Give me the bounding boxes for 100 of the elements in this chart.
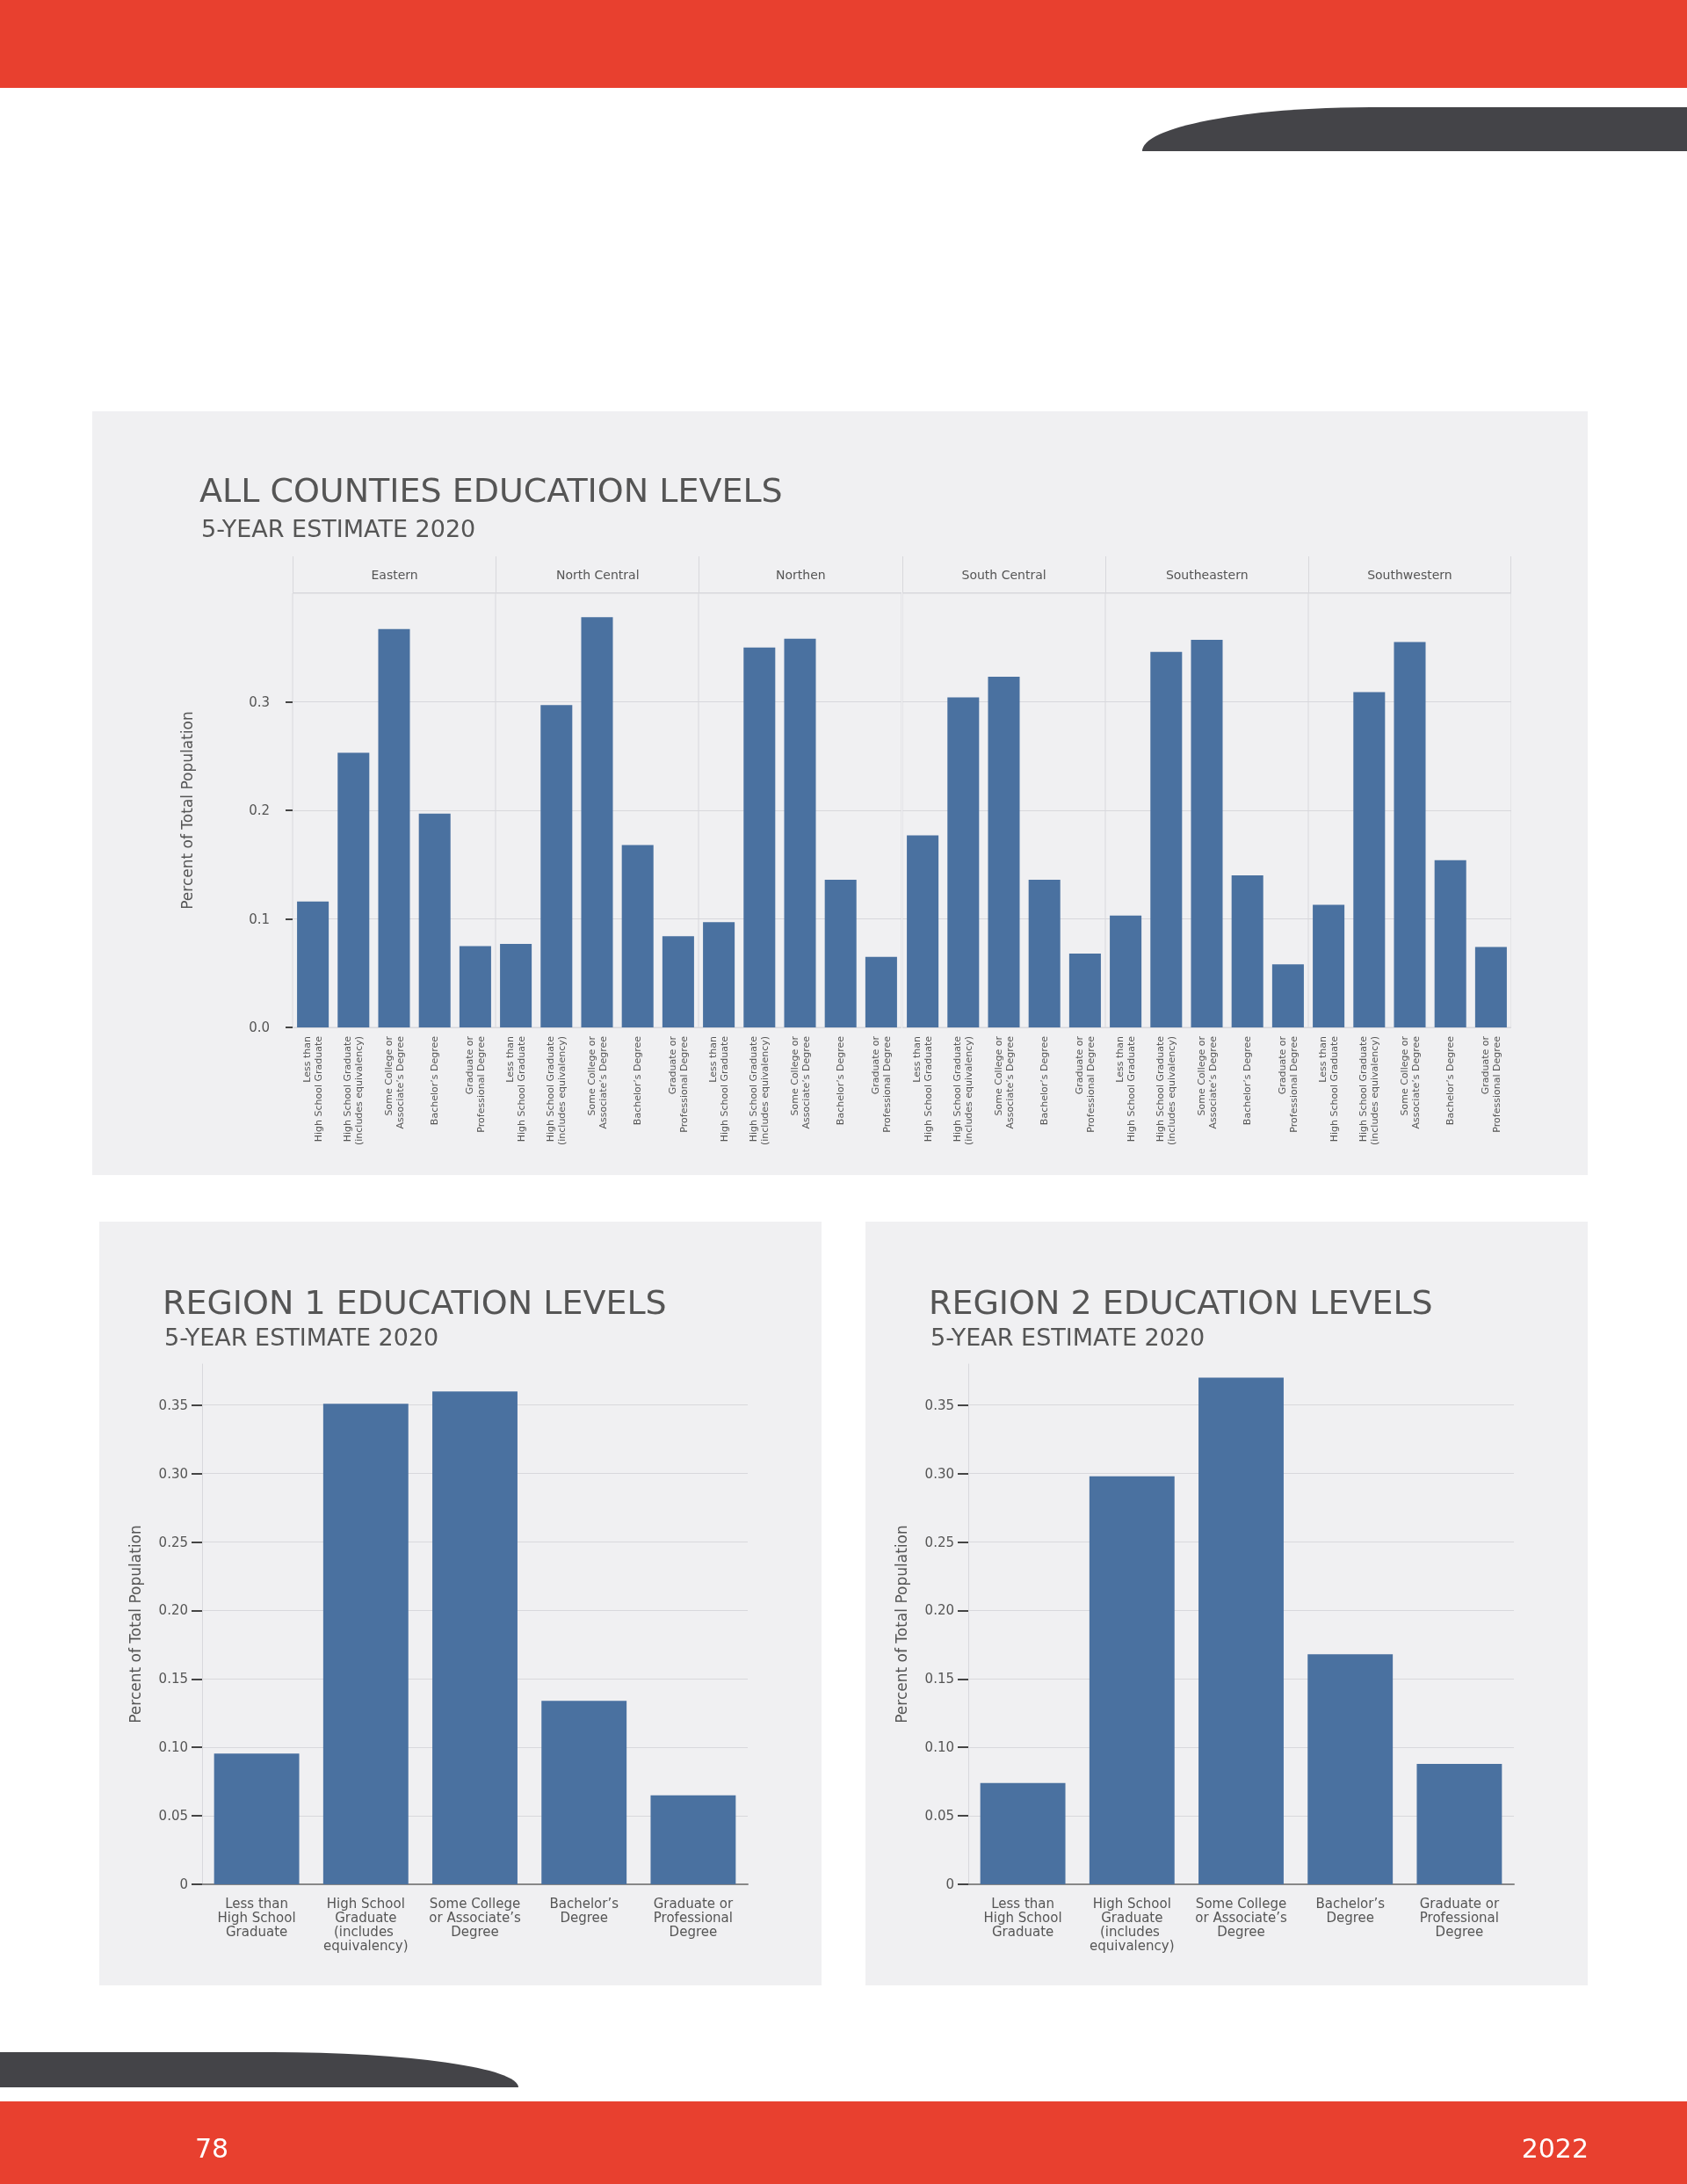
x-tick-label: Graduate or Professional Degree	[667, 1035, 691, 1133]
x-tick-label: Bachelor’s Degree	[1315, 1896, 1386, 1926]
x-tick-label: Less than High School Graduate	[1316, 1035, 1340, 1143]
x-tick-label: Less than High School Graduate	[301, 1035, 325, 1143]
x-tick-label: Bachelor’s Degree	[1241, 1035, 1253, 1126]
text: Southeastern	[1104, 556, 1308, 593]
x-tick-label: Bachelor’s Degree	[835, 1035, 847, 1126]
y-tick-label: 0	[945, 1876, 954, 1892]
y-tick-label: 0.20	[158, 1602, 188, 1619]
text: Eastern	[293, 556, 496, 593]
bar	[322, 1404, 409, 1884]
text: Southwestern	[1307, 556, 1511, 593]
x-tick-label: High School Graduate (includes equivalency)	[748, 1035, 771, 1146]
x-tick-label: Some College or Associate’s Degree	[429, 1896, 521, 1940]
bar	[1353, 692, 1386, 1027]
x-tick-label: Less than High School Graduate	[910, 1035, 934, 1143]
y-tick-label: 0.1	[249, 911, 270, 927]
x-tick-label: High School Graduate (includes equivalency)	[545, 1035, 568, 1146]
x-tick-label: Some College or Associate’s Degree	[585, 1035, 609, 1129]
bar	[432, 1391, 518, 1884]
bar	[1149, 651, 1182, 1027]
x-tick-label: Graduate or Professional Degree	[870, 1035, 894, 1133]
x-tick-label: Some College or Associate’s Degree	[788, 1035, 812, 1129]
x-tick-label: Less than High School Graduate	[1113, 1035, 1137, 1143]
bar	[1271, 964, 1304, 1027]
bar	[1089, 1476, 1175, 1884]
x-tick-label: Graduate or Professional Degree	[1073, 1035, 1097, 1133]
x-tick-label: Some College or Associate’s Degree	[1398, 1035, 1422, 1129]
bar	[1312, 904, 1344, 1027]
text: South Central	[901, 556, 1105, 593]
x-tick-label: Bachelor’s Degree	[1038, 1035, 1050, 1126]
y-tick-label: 0.05	[158, 1808, 188, 1825]
bar	[825, 880, 858, 1027]
bar	[297, 901, 329, 1027]
bar	[1416, 1763, 1502, 1884]
bar	[1191, 640, 1223, 1027]
x-tick-label: Bachelor’s Degree	[429, 1035, 441, 1126]
x-tick-label: Less than High School Graduate	[217, 1896, 296, 1940]
bar	[980, 1782, 1066, 1884]
bar	[621, 845, 654, 1027]
text: 78	[195, 2133, 229, 2165]
x-tick-label: High School Graduate (includes equivalency)	[951, 1035, 974, 1146]
y-tick-label: 0.2	[249, 802, 270, 818]
x-tick-label: High School Graduate (includes equivalency)	[1154, 1035, 1177, 1146]
x-tick-label: Less than High School Graduate	[983, 1896, 1062, 1940]
x-tick-label: High School Graduate (includes equivalency)	[342, 1035, 366, 1146]
y-tick-label: 0.30	[158, 1465, 188, 1482]
y-tick-label: 0.10	[924, 1739, 954, 1756]
x-tick-label: Graduate or Professional Degree	[1479, 1035, 1502, 1133]
y-tick-label: 0.35	[924, 1397, 954, 1413]
x-tick-label: Some College or Associate’s Degree	[382, 1035, 406, 1129]
text: 2022	[1521, 2133, 1589, 2165]
y-tick-label: 0.25	[158, 1534, 188, 1550]
x-tick-label: High School Graduate (includes equivalency)	[1090, 1896, 1175, 1954]
text: Northen	[699, 556, 902, 593]
bar	[337, 752, 370, 1027]
x-tick-label: Less than High School Graduate	[504, 1035, 528, 1143]
x-tick-label: High School Graduate (includes equivalency)	[1358, 1035, 1381, 1146]
bar	[1028, 880, 1061, 1027]
x-tick-label: Graduate or Professional Degree	[653, 1896, 734, 1940]
y-tick-label: 0.15	[158, 1671, 188, 1687]
y-tick-label: 0	[179, 1876, 188, 1892]
bar	[1307, 1654, 1394, 1884]
bar	[1434, 860, 1466, 1027]
bar	[500, 943, 532, 1027]
y-tick-label: 0.35	[158, 1397, 188, 1413]
bar	[662, 936, 695, 1027]
bar	[906, 835, 938, 1027]
y-axis-title: Percent of Total Population	[177, 711, 196, 910]
bar	[418, 813, 451, 1027]
chart-title: ALL COUNTIES EDUCATION LEVELS	[199, 471, 783, 510]
bar	[1198, 1377, 1284, 1884]
x-tick-label: High School Graduate (includes equivalency)	[323, 1896, 409, 1954]
bar	[1109, 915, 1141, 1027]
chart-title: REGION 2 EDUCATION LEVELS	[929, 1283, 1433, 1322]
text: North Central	[496, 556, 699, 593]
bar	[1474, 947, 1507, 1027]
x-tick-label: Bachelor’s Degree	[632, 1035, 644, 1126]
x-tick-label: Less than High School Graduate	[707, 1035, 731, 1143]
bar	[214, 1753, 300, 1884]
bar	[378, 628, 410, 1027]
chart-subtitle: 5-YEAR ESTIMATE 2020	[930, 1324, 1206, 1352]
y-tick-label: 0.10	[158, 1739, 188, 1756]
x-tick-label: Bachelor’s Degree	[1444, 1035, 1457, 1126]
y-tick-label: 0.05	[924, 1808, 954, 1825]
y-axis-title: Percent of Total Population	[126, 1525, 144, 1723]
bar	[1068, 954, 1101, 1027]
x-tick-label: Bachelor’s Degree	[549, 1896, 619, 1926]
bar	[1394, 642, 1426, 1027]
y-tick-label: 0.15	[924, 1671, 954, 1687]
bar	[987, 677, 1020, 1027]
chart-title: REGION 1 EDUCATION LEVELS	[163, 1283, 667, 1322]
bar	[743, 647, 776, 1027]
bar	[541, 1701, 627, 1884]
bar	[581, 617, 613, 1027]
x-tick-label: Graduate or Professional Degree	[1419, 1896, 1500, 1940]
y-tick-label: 0.20	[924, 1602, 954, 1619]
x-tick-label: Some College or Associate’s Degree	[1195, 1896, 1287, 1940]
bar	[784, 638, 816, 1027]
bar	[703, 922, 735, 1027]
